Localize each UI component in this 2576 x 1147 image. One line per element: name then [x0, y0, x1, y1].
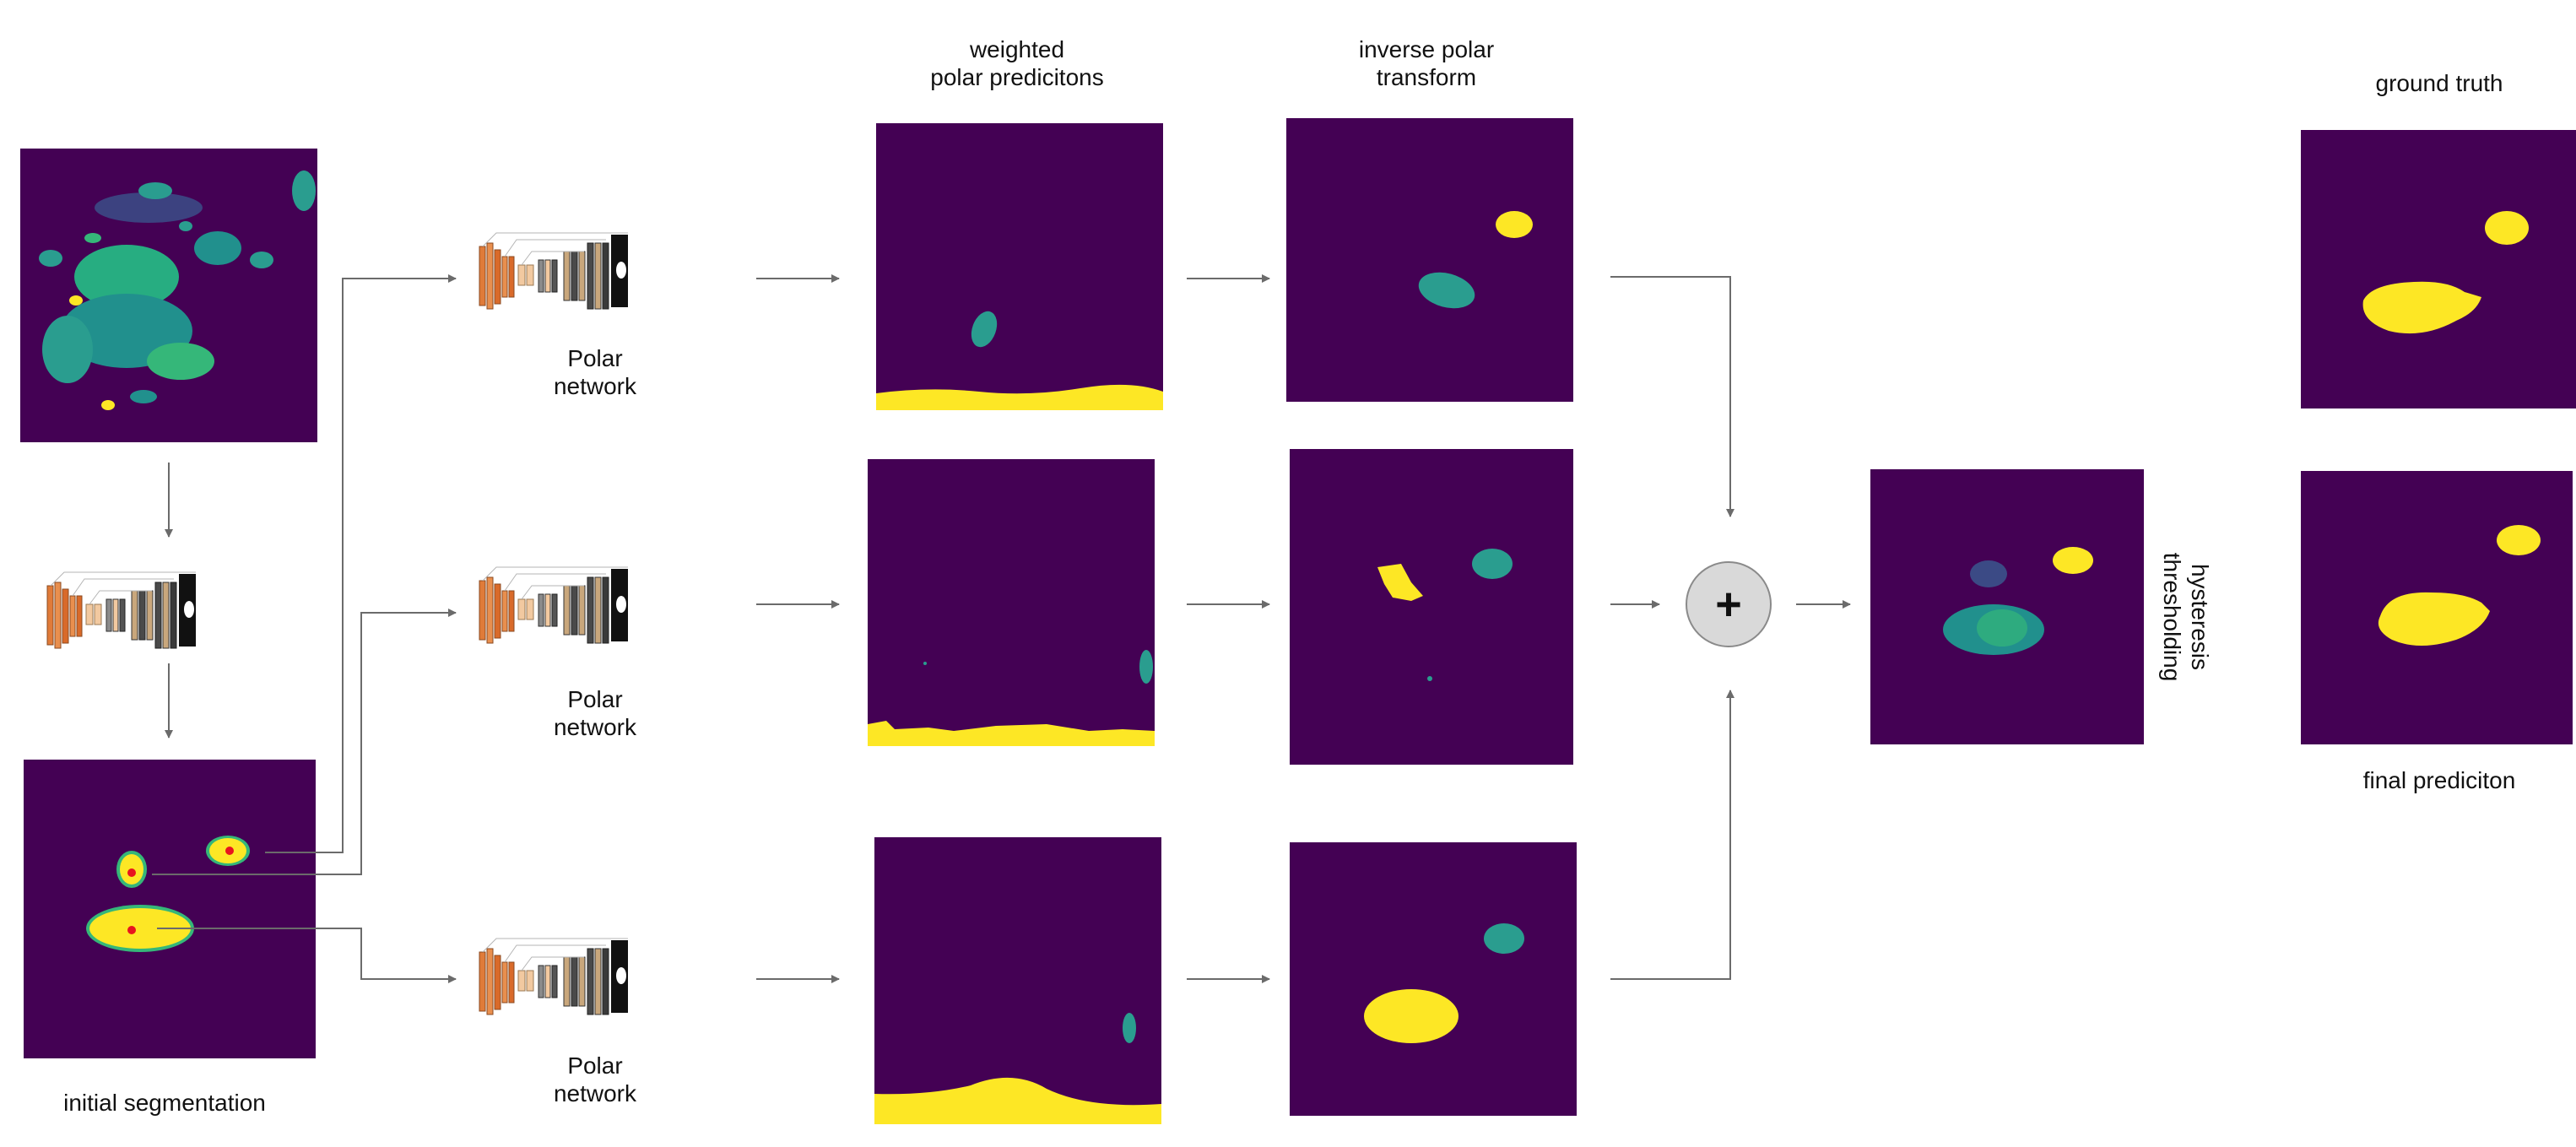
- polar-prediction-bottom: [874, 837, 1161, 1124]
- segmentation-network-icon: [46, 571, 197, 649]
- inverse-transform-top: [1286, 118, 1573, 402]
- inverse-transform-bottom: [1290, 842, 1577, 1116]
- label-final-prediction: final prediciton: [2362, 767, 2516, 793]
- label-initial-segmentation: initial segmentation: [63, 1090, 266, 1116]
- arrow-inverse-bottom-to-sum: [1610, 690, 1734, 980]
- connector-seed-top: [265, 274, 457, 853]
- label-hysteresis-thresholding: hysteresis thresholding: [2159, 552, 2213, 682]
- polar-network-icon-middle: [479, 566, 629, 644]
- label-ground-truth: ground truth: [2375, 70, 2503, 96]
- seed-point-1: [127, 868, 136, 877]
- label-inverse-polar-transform: inverse polar transform: [1358, 36, 1495, 90]
- polar-prediction-top: [876, 123, 1163, 410]
- label-polar-network-top: Polar network: [553, 345, 637, 399]
- combined-prediction-image: [1870, 469, 2144, 744]
- seed-point-2: [225, 847, 234, 855]
- label-weighted-polar-predictions: weighted polar predicitons: [930, 36, 1104, 90]
- arrow-inverse-top-to-sum: [1610, 276, 1734, 517]
- inverse-transform-middle: [1290, 449, 1573, 765]
- initial-segmentation-image: [24, 760, 316, 1058]
- sum-operator-symbol: +: [1715, 579, 1742, 630]
- sum-operator: [1686, 561, 1772, 647]
- polar-network-icon-bottom: [479, 938, 629, 1015]
- label-polar-network-middle: Polar network: [553, 686, 637, 740]
- connector-seed-bottom: [157, 928, 457, 983]
- final-prediction-image: [2301, 471, 2573, 744]
- polar-prediction-middle: [868, 459, 1155, 746]
- label-polar-network-bottom: Polar network: [553, 1052, 637, 1106]
- input-image: [20, 149, 317, 442]
- polar-network-icon-top: [479, 232, 629, 310]
- connector-seed-middle: [152, 609, 457, 875]
- ground-truth-image: [2301, 130, 2576, 408]
- seed-point-3: [127, 926, 136, 934]
